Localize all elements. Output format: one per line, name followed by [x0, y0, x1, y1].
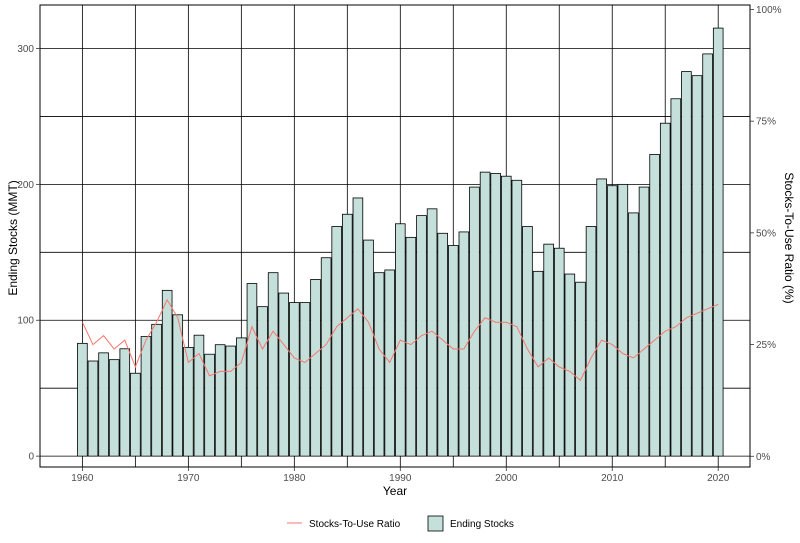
bar-2014: [649, 154, 660, 457]
legend: Stocks-To-Use Ratio Ending Stocks: [287, 515, 514, 532]
bar-1973: [214, 344, 226, 457]
bar-1982: [310, 279, 321, 457]
y-tick-label-200: 200: [17, 180, 34, 191]
bar-2006: [564, 273, 576, 457]
bar-1996: [458, 231, 470, 457]
bar-1961: [87, 360, 99, 457]
bar-2009: [596, 178, 607, 457]
bar-1981: [299, 302, 311, 457]
legend-bar-label: Ending Stocks: [450, 519, 514, 530]
bar-1965: [130, 372, 141, 457]
bar-2004: [543, 243, 554, 457]
bar-2013: [638, 186, 650, 457]
bar-2011: [617, 183, 629, 457]
bar-1975: [236, 337, 247, 457]
bar-1984: [331, 226, 342, 457]
bar-2008: [585, 226, 597, 457]
y-tick-label-0: 0: [28, 452, 34, 463]
y2-tick-label-0%: 0%: [756, 452, 771, 463]
bar-2007: [575, 281, 586, 457]
bar-2017: [681, 71, 692, 457]
x-tick-label-1990: 1990: [389, 473, 412, 484]
legend-bar-swatch: [427, 515, 444, 532]
bar-2005: [553, 247, 565, 457]
y-tick-label-100: 100: [17, 316, 34, 327]
bar-1987: [363, 239, 374, 457]
bar-1970: [183, 347, 194, 457]
bar-2015: [659, 122, 671, 457]
bar-1974: [225, 345, 237, 457]
bar-2019: [702, 53, 713, 457]
bar-2000: [500, 175, 512, 457]
bar-1968: [161, 289, 173, 457]
bar-1977: [257, 306, 268, 457]
bar-1969: [172, 314, 184, 457]
bar-2016: [670, 98, 682, 457]
bar-1971: [193, 334, 205, 457]
bar-2002: [522, 226, 533, 457]
bar-1976: [246, 283, 258, 457]
bar-1985: [342, 213, 353, 457]
bar-1979: [278, 292, 290, 457]
bar-2001: [511, 179, 523, 457]
x-tick-label-2010: 2010: [601, 473, 624, 484]
bar-1995: [448, 245, 459, 457]
y2-tick-label-75%: 75%: [756, 117, 776, 128]
y-axis-title: Ending Stocks (MMT): [6, 180, 20, 295]
bar-1967: [151, 323, 162, 457]
bar-2010: [606, 185, 618, 457]
bar-1972: [204, 353, 215, 457]
x-axis-title: Year: [383, 484, 407, 498]
y2-axis-title: Stocks-To-Use Ratio (%): [782, 172, 796, 303]
bar-1998: [479, 171, 491, 457]
bar-2020: [712, 27, 724, 457]
x-tick-label-2000: 2000: [495, 473, 518, 484]
bar-1991: [405, 236, 417, 457]
bar-1963: [108, 359, 120, 457]
x-tick-label-1970: 1970: [177, 473, 200, 484]
y2-tick-label-25%: 25%: [756, 340, 776, 351]
bar-1980: [289, 302, 300, 457]
bar-1978: [267, 272, 279, 457]
bar-1986: [352, 197, 364, 457]
x-tick-label-2020: 2020: [707, 473, 730, 484]
bar-1997: [469, 186, 480, 457]
ratio-line: [81, 298, 719, 382]
bar-1960: [77, 342, 88, 457]
x-tick-label-1980: 1980: [283, 473, 306, 484]
bar-1983: [320, 257, 332, 457]
bar-1994: [437, 232, 448, 457]
bar-1964: [119, 348, 131, 457]
y2-tick-label-50%: 50%: [756, 228, 776, 239]
bar-1966: [140, 336, 152, 457]
x-tick-label-1960: 1960: [71, 473, 94, 484]
y2-tick-label-100%: 100%: [756, 5, 782, 16]
axes: 0 100 200 300 0% 25% 50% 75% 100% 1960 1970 1980 199…: [17, 4, 782, 484]
bar-2012: [628, 212, 639, 457]
legend-line-label: Stocks-To-Use Ratio: [309, 519, 401, 530]
ratio-line-layer: [81, 298, 719, 382]
y-tick-label-300: 300: [17, 44, 34, 55]
bar-2018: [691, 75, 703, 457]
bar-1999: [490, 173, 501, 457]
bar-1962: [98, 352, 109, 457]
bar-1993: [426, 208, 438, 457]
bar-2003: [532, 270, 544, 457]
plot-border: [39, 4, 751, 468]
bar-1988: [373, 272, 385, 457]
bars: [77, 27, 724, 457]
